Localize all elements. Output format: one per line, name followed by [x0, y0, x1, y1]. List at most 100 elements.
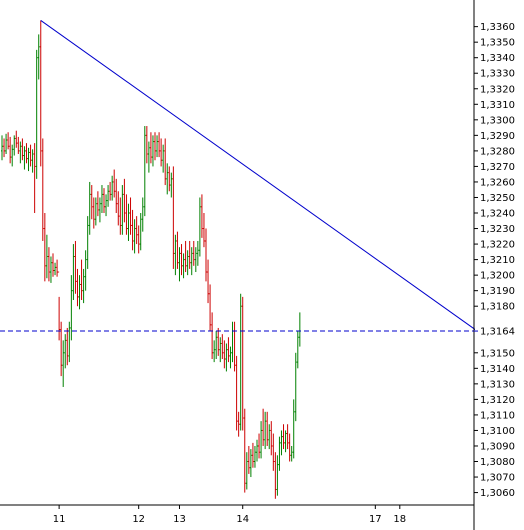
- ohlc-bar: [162, 144, 165, 173]
- ohlc-bar: [125, 194, 128, 235]
- ohlc-bar: [141, 197, 144, 232]
- y-tick-label: 1,3350: [480, 38, 515, 49]
- y-tick-label: 1,3220: [480, 240, 515, 251]
- y-tick-label: 1,3100: [480, 426, 515, 437]
- ohlc-bar: [237, 411, 240, 437]
- ohlc-bar: [86, 216, 89, 269]
- ohlc-bar: [45, 234, 48, 279]
- ohlc-bar: [192, 240, 195, 266]
- ohlc-bar: [176, 231, 179, 269]
- ohlc-bar: [139, 213, 142, 251]
- ohlc-bar: [290, 445, 293, 462]
- ohlc-bar: [123, 178, 126, 223]
- ohlc-bar: [239, 293, 242, 431]
- ohlc-bar: [196, 240, 199, 266]
- ohlc-bar: [17, 136, 20, 154]
- ohlc-bar: [121, 185, 124, 235]
- ohlc-bar: [221, 334, 224, 360]
- ohlc-bar: [190, 247, 193, 276]
- y-tick-label: 1,3180: [480, 302, 515, 313]
- ohlc-bar: [194, 247, 197, 273]
- ohlc-bar: [129, 197, 132, 235]
- ohlc-bar: [223, 340, 226, 369]
- ohlc-bar: [143, 126, 146, 217]
- ohlc-bar: [178, 247, 181, 282]
- ohlc-bar: [268, 424, 271, 450]
- ohlc-bar: [262, 408, 265, 446]
- ohlc-bar: [156, 135, 159, 158]
- ohlc-bar: [258, 433, 261, 459]
- ohlc-bar: [225, 343, 228, 372]
- ohlc-bars: [1, 20, 301, 499]
- ohlc-bar: [276, 455, 279, 496]
- ohlc-bar: [170, 172, 173, 198]
- ohlc-bar: [205, 228, 207, 282]
- chart-overlays: [0, 20, 478, 332]
- ohlc-bar: [137, 225, 140, 254]
- ohlc-bar: [202, 213, 205, 248]
- ohlc-bar: [23, 146, 26, 170]
- ohlc-bar: [58, 271, 61, 341]
- ohlc-bar: [160, 138, 163, 167]
- ohlc-bar: [211, 312, 214, 360]
- ohlc-bar: [292, 399, 295, 459]
- y-tick-label: 1,3230: [480, 224, 515, 235]
- ohlc-bar: [241, 296, 244, 431]
- y-tick-label: 1,3280: [480, 146, 515, 157]
- y-tick-label: 1,3140: [480, 364, 515, 375]
- ohlc-bar: [235, 355, 238, 431]
- ohlc-bar: [3, 138, 6, 158]
- ohlc-bar: [70, 275, 73, 341]
- ohlc-bar: [147, 141, 150, 173]
- ohlc-bar: [284, 430, 287, 453]
- ohlc-bar: [209, 284, 212, 332]
- ohlc-bar: [186, 250, 189, 276]
- ohlc-bar: [94, 197, 97, 226]
- ohlc-bar: [166, 163, 169, 195]
- x-tick-label: 12: [132, 514, 145, 525]
- y-tick-label: 1,3190: [480, 286, 515, 297]
- ohlc-bar: [127, 203, 130, 241]
- ohlc-bar: [25, 143, 28, 164]
- ohlc-bar: [168, 166, 171, 192]
- ohlc-bar: [249, 449, 252, 478]
- y-tick-label: 1,3250: [480, 193, 515, 204]
- ohlc-bar: [280, 430, 283, 456]
- y-tick-label: 1,3120: [480, 395, 515, 406]
- ohlc-bar: [182, 253, 185, 279]
- y-tick-label: 1,3110: [480, 410, 515, 421]
- ohlc-bar: [233, 321, 236, 372]
- ohlc-bar: [49, 256, 52, 283]
- ohlc-bar: [60, 321, 63, 377]
- y-tick-label: 1,3340: [480, 53, 515, 64]
- y-tick-label: 1,3330: [480, 69, 515, 80]
- ohlc-bar: [76, 268, 79, 307]
- ohlc-bar: [253, 445, 256, 468]
- x-tick-label: 17: [369, 514, 382, 525]
- ohlc-bar: [115, 178, 118, 214]
- y-tick-label: 1,3360: [480, 22, 515, 33]
- ohlc-bar: [188, 240, 191, 269]
- ohlc-bar: [68, 321, 71, 363]
- ohlc-bar: [217, 327, 220, 356]
- ohlc-bar: [288, 433, 291, 462]
- ohlc-bar: [119, 197, 122, 235]
- ohlc-bar: [96, 191, 99, 217]
- y-tick-label: 1,3260: [480, 177, 515, 188]
- ohlc-bar: [278, 436, 281, 471]
- ohlc-bar: [1, 135, 3, 161]
- ohlc-bar: [90, 185, 93, 220]
- ohlc-bar: [180, 244, 183, 276]
- ohlc-bar: [200, 194, 203, 238]
- ohlc-bar: [158, 132, 161, 158]
- ohlc-bar: [213, 340, 216, 363]
- current-price-tag: [475, 324, 524, 339]
- ohlc-bar: [37, 34, 40, 80]
- y-tick-label: 1,3130: [480, 379, 515, 390]
- ohlc-bar: [62, 340, 65, 387]
- ohlc-bar: [215, 331, 218, 360]
- ohlc-bar: [72, 244, 75, 300]
- ohlc-bar: [282, 424, 285, 450]
- ohlc-bar: [31, 149, 34, 173]
